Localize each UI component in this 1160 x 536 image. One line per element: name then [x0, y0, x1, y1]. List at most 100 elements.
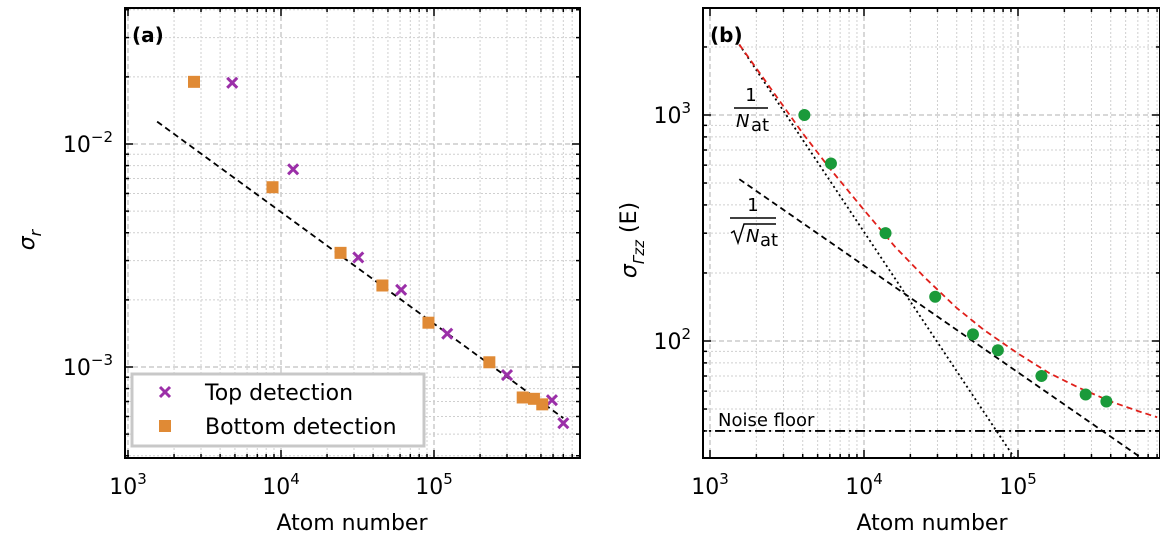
y-title-unit: (E): [617, 202, 642, 240]
panel-a-plot-area: [156, 75, 570, 430]
data-point-series-0: [500, 369, 514, 382]
x-tick-label-base: 10: [262, 475, 290, 500]
y-tick-label-exponent: 2: [681, 325, 691, 343]
data-point-series-0: [545, 394, 559, 407]
legend-marker-top-detection: [158, 385, 172, 399]
data-point-series-0: [557, 417, 570, 430]
data-point-series-0: [1035, 370, 1048, 383]
plot-clip-group: [156, 75, 570, 430]
y-title-subscript: Γzz: [630, 239, 648, 264]
x-tick-label-base: 10: [415, 475, 443, 500]
annotation-inverse-n-denominator: N: [736, 111, 749, 132]
y-tick-label-base: 10: [653, 330, 681, 355]
marker-stroke: [287, 163, 300, 176]
marker-stroke: [441, 327, 454, 340]
marker-stroke: [158, 385, 172, 399]
data-point-series-0: [1100, 395, 1113, 408]
panel-a-x-axis-title: Atom number: [276, 511, 428, 536]
y-title-subscript: r: [26, 228, 45, 236]
y-title-symbol: σ: [617, 263, 642, 278]
y-title-symbol: σ: [15, 235, 40, 250]
annotation-inverse-sqrt-n-subscript: at: [760, 230, 778, 251]
annotation-noise-floor: Noise floor: [718, 410, 815, 431]
data-point-series-0: [991, 344, 1004, 357]
panel-b-grid: [702, 8, 1160, 458]
fit-curve: [738, 44, 1158, 419]
x-tick-label-exponent: 3: [137, 470, 147, 488]
y-tick-label: 10−2: [63, 128, 113, 158]
data-point-series-0: [966, 328, 979, 341]
y-tick-label-base: 10: [653, 104, 681, 129]
marker-stroke: [545, 394, 559, 407]
plot-clip-group: [703, 44, 1160, 458]
x-tick-label: 103: [109, 470, 147, 500]
data-point-series-0: [1079, 388, 1092, 401]
panel-a-tag: (a): [132, 23, 164, 47]
data-point-series-1: [266, 181, 279, 194]
y-tick-label-exponent: −3: [91, 351, 113, 369]
annotation-inverse-sqrt-n-numerator: 1: [747, 195, 758, 216]
annotation-inverse-n-numerator: 1: [745, 85, 756, 106]
annotation-inverse-n: 1 N at: [734, 85, 769, 136]
x-tick-label-exponent: 5: [1027, 470, 1037, 488]
panel-b-tag: (b): [710, 23, 743, 47]
data-point-series-0: [226, 76, 239, 89]
y-tick-label-exponent: −2: [91, 128, 113, 146]
x-tick-label-base: 10: [845, 475, 873, 500]
marker-stroke: [395, 283, 408, 296]
data-point-series-0: [352, 251, 365, 264]
legend-marker-top: [158, 385, 172, 399]
data-point-series-1: [536, 398, 549, 411]
reference-line-1: [738, 178, 1144, 458]
x-tick-label-exponent: 3: [719, 470, 729, 488]
reference-line-0: [738, 44, 1016, 458]
x-tick-label: 105: [999, 470, 1037, 500]
y-tick-label: 102: [653, 325, 691, 355]
marker-stroke: [352, 251, 365, 264]
x-tick-label-base: 10: [109, 475, 137, 500]
data-point-series-1: [334, 246, 347, 259]
data-point-series-1: [187, 75, 200, 88]
panel-b-plot-area: [703, 44, 1160, 458]
data-point-series-0: [824, 157, 837, 170]
sqrt-symbol-icon: [730, 223, 776, 246]
data-point-series-1: [516, 391, 529, 404]
panel-b-y-axis-title: σΓzz (E): [617, 202, 648, 278]
y-tick-label: 103: [653, 99, 691, 129]
fit-line: [156, 120, 564, 419]
y-tick-label-base: 10: [63, 356, 91, 381]
x-tick-label: 105: [415, 470, 453, 500]
data-point-series-1: [483, 356, 496, 369]
legend: Top detection Bottom detection: [130, 372, 426, 448]
annotation-inverse-sqrt-n-denominator: N: [746, 226, 759, 247]
x-tick-label-base: 10: [691, 475, 719, 500]
x-tick-label: 104: [845, 470, 883, 500]
legend-box: [130, 372, 426, 448]
y-tick-label-exponent: 3: [681, 99, 691, 117]
annotation-inverse-sqrt-n: 1 N at: [730, 195, 778, 251]
data-point-series-1: [376, 279, 389, 292]
data-point-series-1: [422, 316, 435, 329]
panel-b-x-axis-title: Atom number: [856, 511, 1008, 536]
legend-label-top-detection: Top detection: [204, 381, 353, 406]
x-tick-label-base: 10: [999, 475, 1027, 500]
data-point-series-0: [395, 283, 408, 296]
data-point-series-0: [929, 290, 942, 303]
data-point-series-0: [879, 227, 892, 240]
x-tick-label: 104: [262, 470, 300, 500]
marker-stroke: [557, 417, 570, 430]
y-tick-label: 10−3: [63, 351, 113, 381]
legend-marker-bottom: [159, 420, 171, 432]
data-point-series-0: [287, 163, 300, 176]
y-tick-label-base: 10: [63, 133, 91, 158]
x-tick-label-exponent: 4: [873, 470, 883, 488]
data-point-series-0: [798, 109, 811, 121]
x-tick-label-exponent: 5: [443, 470, 453, 488]
marker-stroke: [226, 76, 239, 89]
legend-marker-bottom-detection: [159, 420, 171, 432]
